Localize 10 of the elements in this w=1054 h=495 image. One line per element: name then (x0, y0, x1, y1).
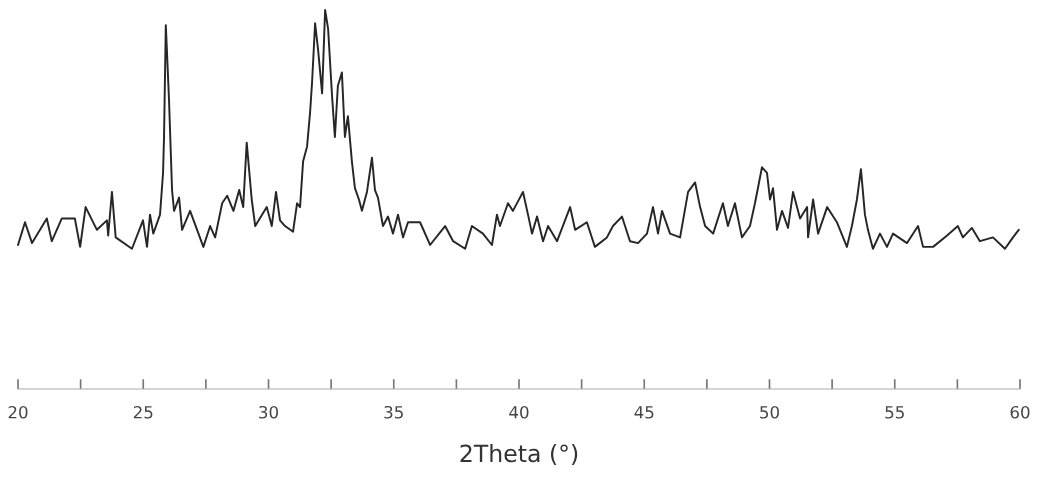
x-tick-label: 30 (259, 405, 278, 419)
x-tick-label: 20 (8, 405, 28, 419)
x-tick-label: 55 (885, 406, 904, 419)
x-tick-label: 25 (133, 405, 153, 419)
x-tick-label: 50 (760, 405, 779, 419)
x-tick-label: 60 (1010, 405, 1030, 419)
x-tick-label: 35 (384, 405, 403, 419)
x-tick-label: 40 (509, 405, 529, 419)
x-tick-label: 45 (634, 406, 654, 419)
x-axis-title: 2Theta (°) (460, 444, 578, 466)
